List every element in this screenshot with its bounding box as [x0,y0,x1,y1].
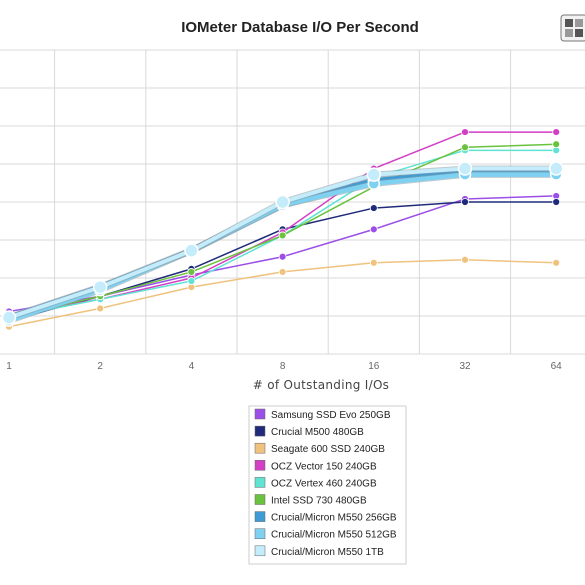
series-point [461,143,469,152]
series-group [1,128,564,331]
series-point [92,279,108,295]
series-point [184,243,199,258]
legend-entry: Crucial/Micron M550 256GB [271,513,397,524]
series-point [1,310,17,325]
series-point [461,255,469,264]
legend-entry: Crucial/Micron M550 1TB [271,547,384,558]
series-point [552,140,561,149]
legend-swatch [254,528,266,539]
x-tick-label: 1 [6,361,12,372]
legend-swatch [254,477,266,488]
x-tick-labels: 1 2 4 8 16 32 64 [6,361,562,372]
x-axis-label: # of Outstanding I/Os [253,378,390,392]
legend-entry: Seagate 600 SSD 240GB [271,444,385,455]
legend-swatch [254,442,266,454]
series-point [278,268,287,276]
series-point [366,167,382,182]
legend-box [248,405,407,565]
series-point [457,161,473,176]
site-logo-icon [560,14,585,42]
legend-entry: Crucial/Micron M550 512GB [271,530,397,541]
series-point [275,194,290,210]
legend-swatch [254,425,266,437]
chart-title: IOMeter Database I/O Per Second [181,19,419,36]
legend-swatch [254,545,266,557]
x-tick-label: 64 [551,361,563,372]
series-point [461,128,469,136]
series-line [8,201,557,322]
x-tick-label: 2 [97,361,103,372]
series-1 [5,198,561,325]
legend-swatch [254,408,266,420]
series-point [369,204,378,212]
series-point [369,258,378,267]
legend-swatch [254,460,266,471]
x-tick-label: 8 [280,361,286,372]
x-tick-label: 16 [368,361,380,372]
series-point [278,252,287,261]
legend-swatch [254,511,266,522]
series-point [278,231,287,240]
series-point [187,268,196,276]
series-8 [1,161,564,325]
series-point [548,161,564,176]
series-point [552,258,561,267]
series-point [461,198,469,206]
legend-entry: Crucial M500 480GB [271,427,364,438]
series-point [369,225,378,234]
series-point [187,277,196,285]
legend-entry: OCZ Vector 150 240GB [271,461,377,472]
legend-swatch [254,494,266,505]
x-tick-label: 4 [189,361,195,372]
series-point [552,198,561,206]
legend-entry: Intel SSD 730 480GB [271,496,367,507]
legend: Samsung SSD Evo 250GB Crucial M500 480GB S… [248,405,407,565]
x-tick-label: 32 [459,361,471,372]
legend-entry: Samsung SSD Evo 250GB [271,410,391,421]
series-point [96,304,105,313]
series-point [552,128,561,136]
legend-entry: OCZ Vertex 460 240GB [271,478,377,489]
